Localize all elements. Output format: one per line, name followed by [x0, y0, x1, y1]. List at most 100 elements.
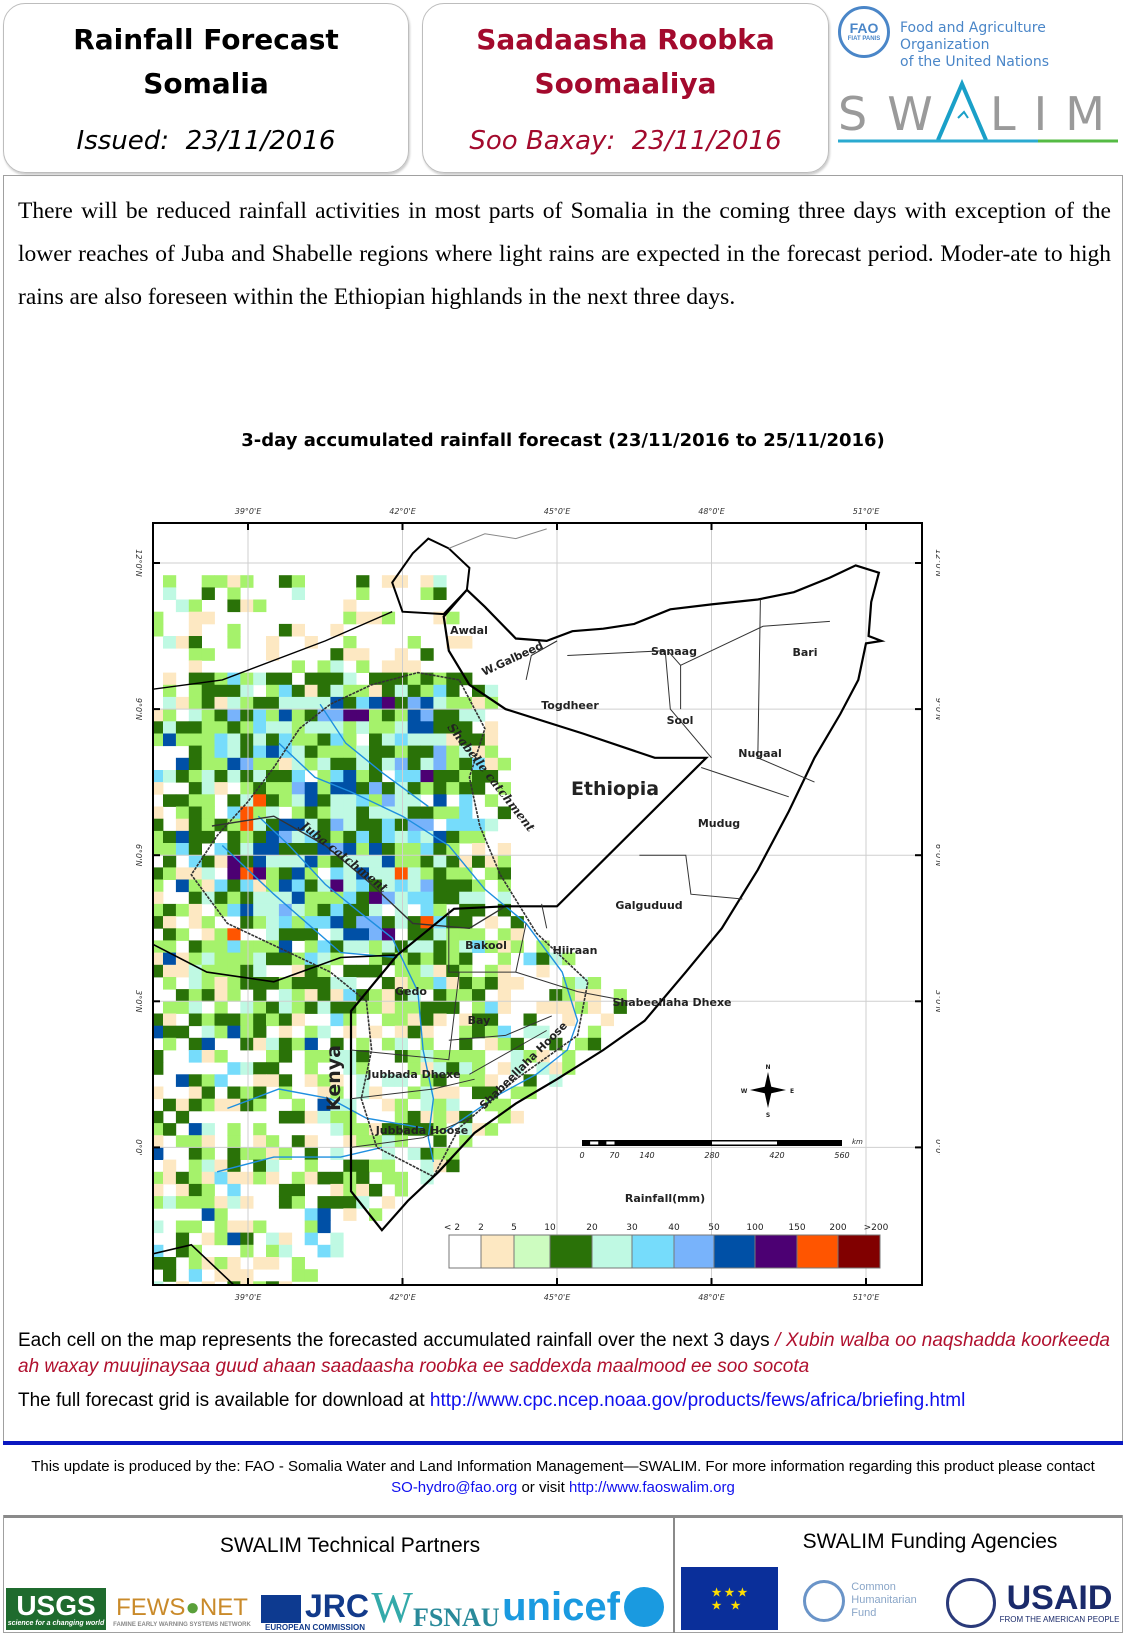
- rain-cell: [433, 879, 447, 893]
- rain-cell: [227, 1232, 241, 1246]
- rain-cell: [433, 952, 447, 966]
- rain-cell: [433, 977, 447, 990]
- rain-cell: [356, 1062, 370, 1075]
- rain-cell: [240, 818, 254, 832]
- rain-cell: [266, 733, 280, 747]
- rain-cell: [188, 770, 202, 783]
- download-text: The full forecast grid is available for …: [18, 1390, 425, 1411]
- rain-cell: [587, 1025, 602, 1039]
- rain-cell: [188, 867, 202, 880]
- rain-cell: [253, 599, 267, 613]
- rain-cell: [317, 1098, 331, 1112]
- rain-cell: [214, 1001, 228, 1014]
- rain-cell: [407, 928, 421, 941]
- rain-cell: [446, 1098, 460, 1112]
- rain-cell: [330, 1074, 344, 1087]
- rain-cell: [356, 770, 370, 783]
- rain-cell: [343, 843, 357, 856]
- rain-cell: [214, 1171, 228, 1185]
- rain-cell: [472, 989, 486, 1002]
- rain-cell: [188, 745, 202, 759]
- rain-cell: [227, 830, 241, 844]
- rain-cell: [188, 696, 202, 710]
- rain-cell: [240, 757, 254, 771]
- rain-cell: [175, 1183, 190, 1197]
- rain-cell: [381, 757, 396, 771]
- funding-agencies-title: SWALIM Funding Agencies: [802, 1530, 1058, 1553]
- legend-swatch: [754, 1234, 798, 1269]
- rain-cell: [188, 1123, 202, 1136]
- rain-cell: [472, 1001, 486, 1014]
- rain-cell: [484, 1123, 499, 1136]
- rain-cell: [266, 1037, 280, 1051]
- usgs-name: USGS: [16, 1589, 96, 1621]
- rain-cell: [317, 916, 331, 929]
- rain-cell: [278, 843, 293, 856]
- rain-cell: [497, 952, 511, 966]
- rain-cell: [381, 1135, 396, 1148]
- jrc-logo: JRC EUROPEAN COMMISSION: [261, 1588, 369, 1633]
- rain-cell: [472, 745, 486, 759]
- download-link[interactable]: http://www.cpc.ncep.noaa.gov/products/fe…: [429, 1390, 966, 1411]
- rain-cell: [240, 1025, 254, 1039]
- rain-cell: [446, 611, 460, 625]
- rain-cell: [266, 745, 280, 759]
- rain-cell: [227, 575, 241, 588]
- rain-cell: [394, 1098, 408, 1112]
- rain-cell: [433, 964, 447, 978]
- rain-cell: [369, 806, 383, 820]
- rain-cell: [304, 782, 318, 795]
- rain-cell: [175, 1110, 190, 1124]
- rain-cell: [381, 721, 396, 734]
- rain-cell: [510, 916, 524, 929]
- rain-cell: [330, 879, 344, 893]
- rain-cell: [188, 916, 202, 929]
- rain-cell: [420, 903, 434, 917]
- rain-cell: [266, 770, 280, 783]
- rain-cell: [253, 952, 267, 966]
- rain-cell: [369, 830, 383, 844]
- rain-cell: [214, 1220, 228, 1234]
- rain-cell: [291, 1257, 305, 1270]
- rain-cell: [613, 1001, 627, 1014]
- rain-cell: [253, 818, 267, 832]
- region-label-bakool: Bakool: [465, 939, 507, 952]
- rain-cell: [484, 770, 499, 783]
- rain-cell: [343, 696, 357, 710]
- rain-cell: [317, 684, 331, 698]
- rain-cell: [394, 1013, 408, 1027]
- rain-cell: [356, 1196, 370, 1209]
- rain-cell: [472, 903, 486, 917]
- region-boundary: [350, 1078, 475, 1100]
- rain-cell: [420, 1098, 434, 1112]
- rain-cell: [163, 843, 177, 856]
- rain-cell: [266, 794, 280, 807]
- rain-cell: [153, 830, 164, 844]
- rain-cell: [407, 916, 421, 929]
- rain-cell: [201, 879, 215, 893]
- rain-cell: [214, 684, 228, 698]
- rain-cell: [214, 1269, 228, 1282]
- rain-cell: [343, 599, 357, 613]
- rain-cell: [240, 806, 254, 820]
- website-link[interactable]: http://www.faoswalim.org: [568, 1479, 735, 1496]
- rain-cell: [266, 636, 280, 649]
- rain-cell: [472, 1086, 486, 1100]
- rain-cell: [343, 977, 357, 990]
- rain-cell: [394, 867, 408, 880]
- rain-cell: [201, 672, 215, 686]
- rain-cell: [240, 782, 254, 795]
- rain-cell: [459, 1013, 473, 1027]
- rain-cell: [433, 928, 447, 941]
- rain-cell: [420, 928, 434, 941]
- rain-cell: [497, 989, 511, 1002]
- rain-cell: [163, 916, 177, 929]
- region-label-kenya: Kenya: [323, 1045, 345, 1111]
- rain-cell: [227, 891, 241, 905]
- scale-label: 70: [609, 1151, 619, 1160]
- rain-cell: [394, 782, 408, 795]
- rain-cell: [381, 1171, 396, 1185]
- lat-label-left: 6°0'N: [134, 844, 143, 866]
- rain-cell: [304, 1232, 318, 1246]
- email-link[interactable]: SO-hydro@fao.org: [391, 1479, 518, 1496]
